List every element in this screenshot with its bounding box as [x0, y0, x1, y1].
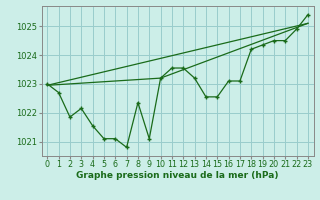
X-axis label: Graphe pression niveau de la mer (hPa): Graphe pression niveau de la mer (hPa): [76, 171, 279, 180]
